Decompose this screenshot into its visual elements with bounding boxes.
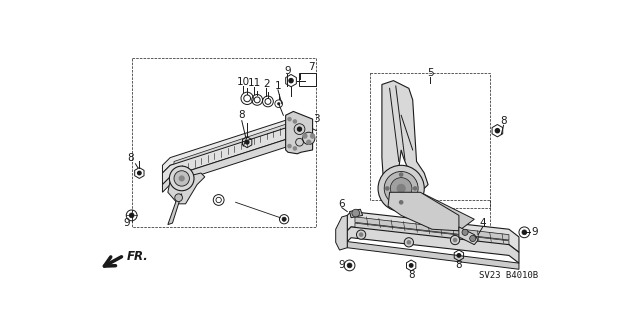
Text: 11: 11 <box>248 78 260 88</box>
Text: 7: 7 <box>308 62 315 72</box>
Text: 8: 8 <box>456 260 462 271</box>
Text: 2: 2 <box>263 79 269 90</box>
Polygon shape <box>348 241 519 269</box>
Circle shape <box>129 213 134 218</box>
Polygon shape <box>355 223 509 246</box>
Polygon shape <box>168 194 182 225</box>
Text: 8: 8 <box>239 110 245 120</box>
Circle shape <box>282 217 286 221</box>
Polygon shape <box>355 217 509 240</box>
Circle shape <box>452 238 458 242</box>
Circle shape <box>470 235 476 241</box>
Circle shape <box>522 230 527 235</box>
Polygon shape <box>349 209 363 218</box>
Polygon shape <box>168 173 205 204</box>
Circle shape <box>287 117 292 122</box>
Polygon shape <box>388 192 459 231</box>
Circle shape <box>303 132 315 145</box>
Circle shape <box>137 171 142 175</box>
Text: SV23 B4010B: SV23 B4010B <box>479 271 538 280</box>
Circle shape <box>384 172 418 205</box>
Circle shape <box>292 119 297 124</box>
Circle shape <box>347 263 352 268</box>
Circle shape <box>175 194 182 202</box>
Polygon shape <box>348 211 519 252</box>
Circle shape <box>385 186 390 191</box>
Circle shape <box>413 186 417 191</box>
Circle shape <box>378 165 424 211</box>
Polygon shape <box>163 115 308 173</box>
Circle shape <box>306 139 312 145</box>
Circle shape <box>288 78 294 83</box>
Circle shape <box>179 175 185 182</box>
Circle shape <box>495 128 500 133</box>
Polygon shape <box>382 81 428 192</box>
Text: 1: 1 <box>275 81 281 91</box>
Text: 9: 9 <box>123 218 129 228</box>
Circle shape <box>409 263 413 268</box>
Polygon shape <box>163 135 308 192</box>
Text: 9: 9 <box>339 260 345 271</box>
Circle shape <box>397 184 406 193</box>
Circle shape <box>292 146 297 151</box>
Circle shape <box>399 200 403 204</box>
Text: FR.: FR. <box>126 250 148 263</box>
Text: 8: 8 <box>500 116 507 126</box>
Text: 10: 10 <box>237 77 250 87</box>
Circle shape <box>352 209 360 217</box>
Polygon shape <box>163 123 308 185</box>
Circle shape <box>297 126 302 132</box>
Circle shape <box>287 144 292 148</box>
Circle shape <box>174 171 189 186</box>
Text: 9: 9 <box>532 227 538 237</box>
Circle shape <box>451 235 460 245</box>
Circle shape <box>356 230 365 239</box>
Circle shape <box>462 229 468 235</box>
Circle shape <box>359 232 364 237</box>
Polygon shape <box>336 215 348 250</box>
Circle shape <box>310 133 316 139</box>
Text: 6: 6 <box>339 199 345 209</box>
Text: 5: 5 <box>427 68 434 78</box>
Polygon shape <box>459 227 478 245</box>
Polygon shape <box>285 111 312 154</box>
Text: 3: 3 <box>313 114 320 124</box>
Text: 8: 8 <box>127 152 134 163</box>
Circle shape <box>170 166 194 191</box>
Circle shape <box>302 133 308 139</box>
Polygon shape <box>348 227 519 263</box>
Text: 9: 9 <box>284 66 291 76</box>
Circle shape <box>390 178 412 199</box>
Circle shape <box>399 172 403 177</box>
Circle shape <box>456 253 461 258</box>
Circle shape <box>406 240 411 245</box>
Polygon shape <box>174 119 301 165</box>
Text: 4: 4 <box>479 218 486 228</box>
Circle shape <box>277 102 280 105</box>
Circle shape <box>244 140 250 145</box>
Text: 8: 8 <box>408 271 415 280</box>
Circle shape <box>404 238 413 247</box>
Polygon shape <box>420 192 474 231</box>
